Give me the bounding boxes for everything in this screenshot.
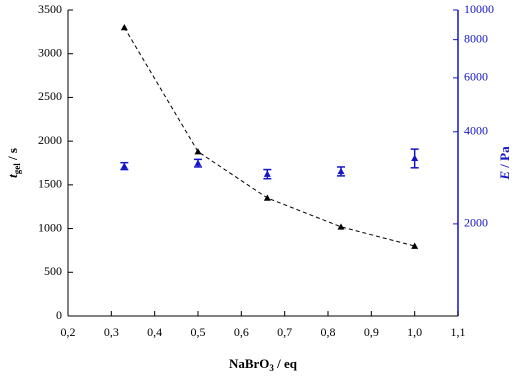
point <box>337 167 345 175</box>
y-tick-label: 3000 <box>38 45 62 59</box>
y-tick-label: 3500 <box>38 2 62 16</box>
x-label-sub: 3 <box>269 363 274 373</box>
point <box>194 148 202 155</box>
x-tick-label: 0,9 <box>364 325 379 339</box>
y-tick-label: 0 <box>56 308 62 322</box>
y2-axis-label: E / Pa <box>497 146 512 181</box>
x-tick-label: 0,6 <box>234 325 249 339</box>
point <box>120 23 128 31</box>
y2-tick-label: 10000 <box>464 2 494 16</box>
point <box>263 194 271 201</box>
x-tick-label: 1,0 <box>407 325 422 339</box>
x-tick-label: 0,8 <box>321 325 336 339</box>
y-label-rest: / s <box>5 148 20 163</box>
y2-tick-label: 6000 <box>464 70 488 84</box>
x-label-rest: / eq <box>274 356 298 371</box>
point <box>120 162 128 169</box>
y2-label-rest: / Pa <box>497 146 512 171</box>
y-axis-label: tgel / s <box>5 148 22 178</box>
y-tick-label: 1500 <box>38 177 62 191</box>
y-tick-label: 2000 <box>38 133 62 147</box>
point <box>337 223 345 230</box>
y2-label-main: E <box>497 171 512 181</box>
point <box>411 242 419 249</box>
y2-tick-label: 8000 <box>464 31 488 45</box>
y-tick-label: 2500 <box>38 89 62 103</box>
point <box>263 170 271 177</box>
y-label-main: t <box>5 174 20 178</box>
x-tick-label: 0,4 <box>147 325 162 339</box>
x-tick-label: 1,1 <box>451 325 466 339</box>
x-tick-label: 0,7 <box>277 325 292 339</box>
x-label-main: NaBrO <box>229 356 269 371</box>
point <box>411 154 419 161</box>
x-tick-label: 0,5 <box>191 325 206 339</box>
x-axis-label: NaBrO3 / eq <box>229 356 298 373</box>
y-tick-label: 1000 <box>38 220 62 234</box>
y2-tick-label: 2000 <box>464 216 488 230</box>
point <box>194 159 202 166</box>
y2-tick-label: 4000 <box>464 124 488 138</box>
series-line <box>123 27 415 247</box>
x-tick-label: 0,2 <box>61 325 76 339</box>
y-tick-label: 500 <box>44 264 62 278</box>
x-tick-label: 0,3 <box>104 325 119 339</box>
y-label-sub: gel <box>12 163 22 174</box>
